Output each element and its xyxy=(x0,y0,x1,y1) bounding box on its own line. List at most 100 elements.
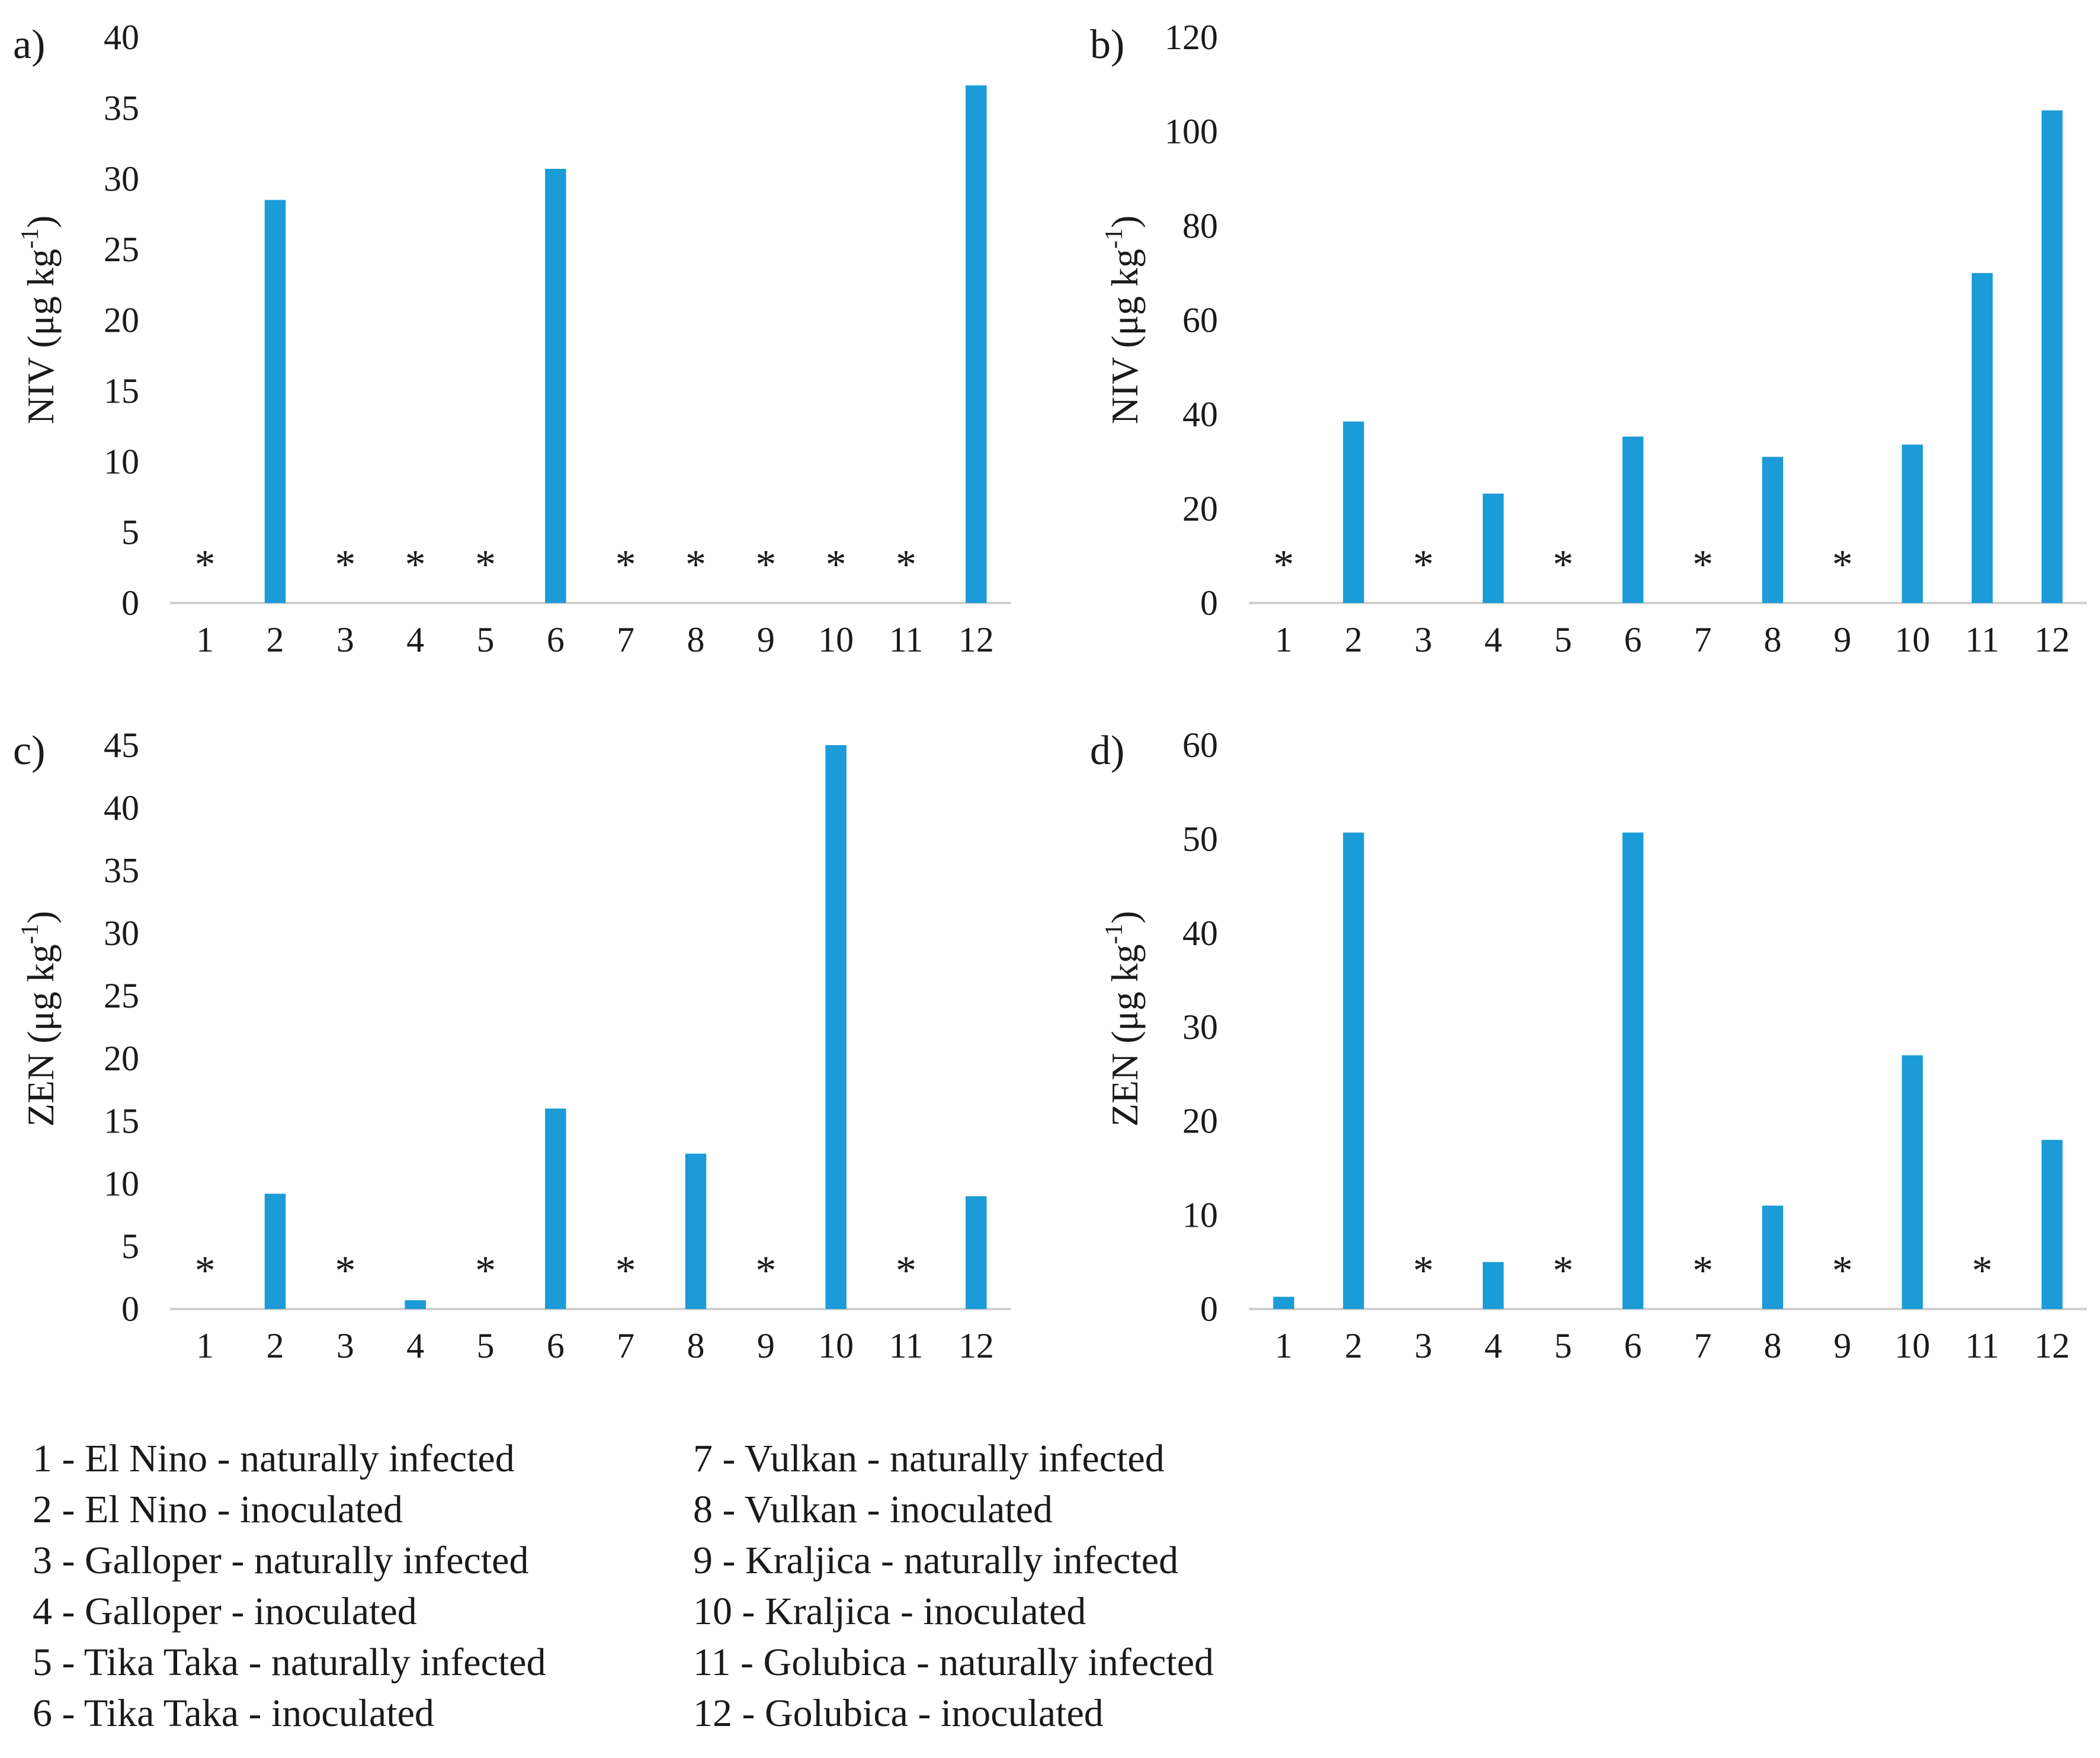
y-tick-label: 0 xyxy=(121,583,139,623)
y-axis-title: NIV (μg kg-1) xyxy=(17,216,62,425)
y-tick-label: 10 xyxy=(104,1164,139,1203)
not-detected-marker: * xyxy=(685,542,706,588)
not-detected-marker: * xyxy=(1273,542,1294,588)
x-tick-label: 5 xyxy=(1554,1326,1572,1365)
chart-panel-2: b) NIV (μg kg-1) 0 20 40 60 80 100 120 1 * 2 3 * 4 5 * 6 7… xyxy=(1090,18,2087,659)
x-tick-label: 1 xyxy=(1275,1326,1293,1365)
x-tick-label: 2 xyxy=(267,620,284,659)
bar-6 xyxy=(1622,437,1644,603)
bar-10 xyxy=(825,745,847,1309)
legend-item: 8 - Vulkan - inoculated xyxy=(693,1488,1053,1531)
y-tick-label: 40 xyxy=(1182,395,1218,434)
y-tick-label: 35 xyxy=(104,851,139,890)
panel-label: b) xyxy=(1090,22,1124,68)
not-detected-marker: * xyxy=(1413,1248,1434,1294)
x-tick-label: 11 xyxy=(1965,1326,1999,1365)
x-tick-label: 3 xyxy=(336,620,354,659)
y-tick-label: 20 xyxy=(104,301,139,340)
x-tick-label: 12 xyxy=(2034,1326,2070,1365)
x-tick-label: 10 xyxy=(818,620,854,659)
y-tick-label: 10 xyxy=(1182,1195,1218,1234)
not-detected-marker: * xyxy=(335,542,355,588)
legend-item: 9 - Kraljica - naturally infected xyxy=(693,1539,1179,1582)
x-tick-label: 1 xyxy=(196,620,214,659)
bar-4 xyxy=(405,1300,426,1309)
x-tick-label: 10 xyxy=(818,1326,854,1365)
bar-10 xyxy=(1902,444,1923,603)
panel-label: a) xyxy=(13,22,45,68)
y-tick-label: 50 xyxy=(1182,820,1218,859)
bar-8 xyxy=(685,1153,707,1309)
bar-12 xyxy=(2041,110,2063,603)
bar-8 xyxy=(1762,1205,1784,1309)
legend-column-1: 1 - El Nino - naturally infected 2 - El … xyxy=(33,1433,546,1739)
x-tick-label: 3 xyxy=(336,1326,354,1365)
y-tick-label: 35 xyxy=(104,88,139,127)
y-tick-label: 20 xyxy=(1182,489,1218,528)
x-tick-label: 1 xyxy=(1275,620,1293,659)
x-tick-label: 12 xyxy=(2034,620,2070,659)
y-tick-label: 5 xyxy=(121,1227,139,1266)
x-tick-label: 1 xyxy=(196,1326,214,1365)
y-tick-label: 0 xyxy=(1200,583,1218,623)
y-tick-label: 25 xyxy=(104,230,139,269)
legend-item: 3 - Galloper - naturally infected xyxy=(33,1539,529,1582)
y-axis-title: NIV (μg kg-1) xyxy=(1101,216,1146,425)
not-detected-marker: * xyxy=(195,542,216,588)
bar-6 xyxy=(545,169,566,604)
not-detected-marker: * xyxy=(755,542,776,588)
x-tick-label: 10 xyxy=(1894,620,1930,659)
x-tick-label: 10 xyxy=(1894,1326,1930,1365)
not-detected-marker: * xyxy=(615,542,636,588)
y-tick-label: 30 xyxy=(104,913,139,952)
bar-10 xyxy=(1902,1055,1923,1309)
bar-12 xyxy=(2041,1140,2063,1309)
bar-2 xyxy=(1343,421,1364,603)
y-tick-label: 20 xyxy=(104,1039,139,1078)
not-detected-marker: * xyxy=(335,1248,355,1294)
x-tick-label: 5 xyxy=(1554,620,1572,659)
x-tick-label: 7 xyxy=(1694,1326,1711,1365)
not-detected-marker: * xyxy=(1553,1248,1573,1294)
x-tick-label: 9 xyxy=(1833,620,1851,659)
x-tick-label: 8 xyxy=(687,620,705,659)
y-tick-label: 80 xyxy=(1182,206,1218,245)
x-tick-label: 12 xyxy=(958,1326,994,1365)
legend-item: 1 - El Nino - naturally infected xyxy=(33,1437,515,1480)
y-axis-title: ZEN (μg kg-1) xyxy=(17,911,62,1127)
legend-column-2: 7 - Vulkan - naturally infected 8 - Vulk… xyxy=(693,1433,1214,1739)
x-tick-label: 11 xyxy=(1965,620,1999,659)
not-detected-marker: * xyxy=(1692,542,1713,588)
chart-panel-1: a) NIV (μg kg-1) 0 5 10 15 20 25 30 35 40 1 * 2 3 * 4 * 5 *… xyxy=(13,18,1011,659)
legend-item: 11 - Golubica - naturally infected xyxy=(693,1641,1214,1684)
legend-item: 7 - Vulkan - naturally infected xyxy=(693,1437,1165,1480)
y-tick-label: 5 xyxy=(121,513,139,552)
legend-item: 2 - El Nino - inoculated xyxy=(33,1488,403,1531)
y-tick-label: 100 xyxy=(1165,112,1218,151)
y-tick-label: 120 xyxy=(1165,18,1218,57)
bar-12 xyxy=(966,85,987,604)
legend-item: 12 - Golubica - inoculated xyxy=(693,1692,1104,1735)
x-tick-label: 7 xyxy=(617,620,634,659)
not-detected-marker: * xyxy=(405,542,426,588)
y-tick-label: 30 xyxy=(1182,1008,1218,1047)
not-detected-marker: * xyxy=(1692,1248,1713,1294)
legend-item: 4 - Galloper - inoculated xyxy=(33,1590,417,1633)
bar-12 xyxy=(966,1196,987,1309)
x-tick-label: 4 xyxy=(1485,620,1502,659)
not-detected-marker: * xyxy=(1413,542,1434,588)
y-tick-label: 15 xyxy=(104,371,139,410)
x-tick-label: 4 xyxy=(406,1326,424,1365)
y-tick-label: 0 xyxy=(121,1289,139,1329)
not-detected-marker: * xyxy=(1832,1248,1853,1294)
not-detected-marker: * xyxy=(755,1248,776,1294)
x-tick-label: 5 xyxy=(477,1326,495,1365)
y-tick-label: 60 xyxy=(1182,301,1218,340)
bar-2 xyxy=(1343,832,1364,1309)
y-tick-label: 0 xyxy=(1200,1289,1218,1329)
x-tick-label: 4 xyxy=(1485,1326,1502,1365)
not-detected-marker: * xyxy=(826,542,847,588)
